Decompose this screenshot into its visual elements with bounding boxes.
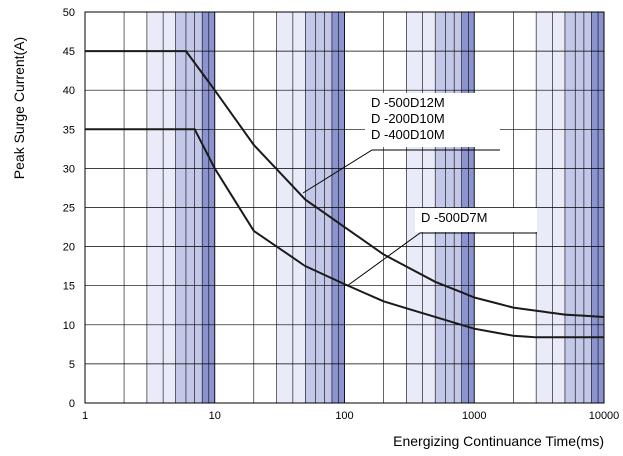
y-tick-label: 15 bbox=[63, 281, 75, 293]
annotation-leader-1 bbox=[302, 149, 500, 194]
y-tick-label: 30 bbox=[63, 163, 75, 175]
x-axis-label: Energizing Continuance Time(ms) bbox=[393, 433, 604, 449]
annotation-text: D -400D10M bbox=[371, 127, 445, 142]
annotation-text: D -500D12M bbox=[371, 95, 445, 110]
y-tick-label: 5 bbox=[69, 359, 75, 371]
y-tick-label: 20 bbox=[63, 242, 75, 254]
y-tick-label: 50 bbox=[63, 7, 75, 19]
plot-border bbox=[84, 11, 605, 404]
annotation-text: D -500D7M bbox=[421, 210, 487, 225]
y-tick-label: 40 bbox=[63, 85, 75, 97]
x-tick-label: 10 bbox=[209, 410, 221, 422]
series-group bbox=[85, 50, 605, 339]
grid bbox=[84, 11, 604, 404]
series-line-2 bbox=[85, 128, 604, 339]
y-tick-label: 25 bbox=[63, 203, 75, 215]
y-tick-label: 10 bbox=[63, 320, 75, 332]
y-tick-labels: 0 5 10 15 20 25 30 35 40 45 50 bbox=[63, 7, 75, 410]
x-tick-label: 1000 bbox=[462, 410, 486, 422]
y-tick-label: 35 bbox=[63, 124, 75, 136]
series-line-1 bbox=[85, 50, 605, 318]
annotation-box-2 bbox=[415, 208, 537, 232]
annotation-text: D -200D10M bbox=[371, 111, 445, 126]
annotation-box-1 bbox=[365, 93, 500, 147]
y-tick-label: 45 bbox=[63, 46, 75, 58]
y-tick-label: 0 bbox=[69, 398, 75, 410]
annotation-leader-2 bbox=[346, 232, 537, 287]
y-axis-label: Peak Surge Current(A) bbox=[11, 37, 27, 179]
x-tick-label: 100 bbox=[335, 410, 353, 422]
x-tick-labels: 1 10 100 1000 10000 bbox=[82, 410, 619, 422]
x-tick-label: 10000 bbox=[589, 410, 620, 422]
x-tick-label: 1 bbox=[82, 410, 88, 422]
plot-frame bbox=[84, 11, 605, 404]
